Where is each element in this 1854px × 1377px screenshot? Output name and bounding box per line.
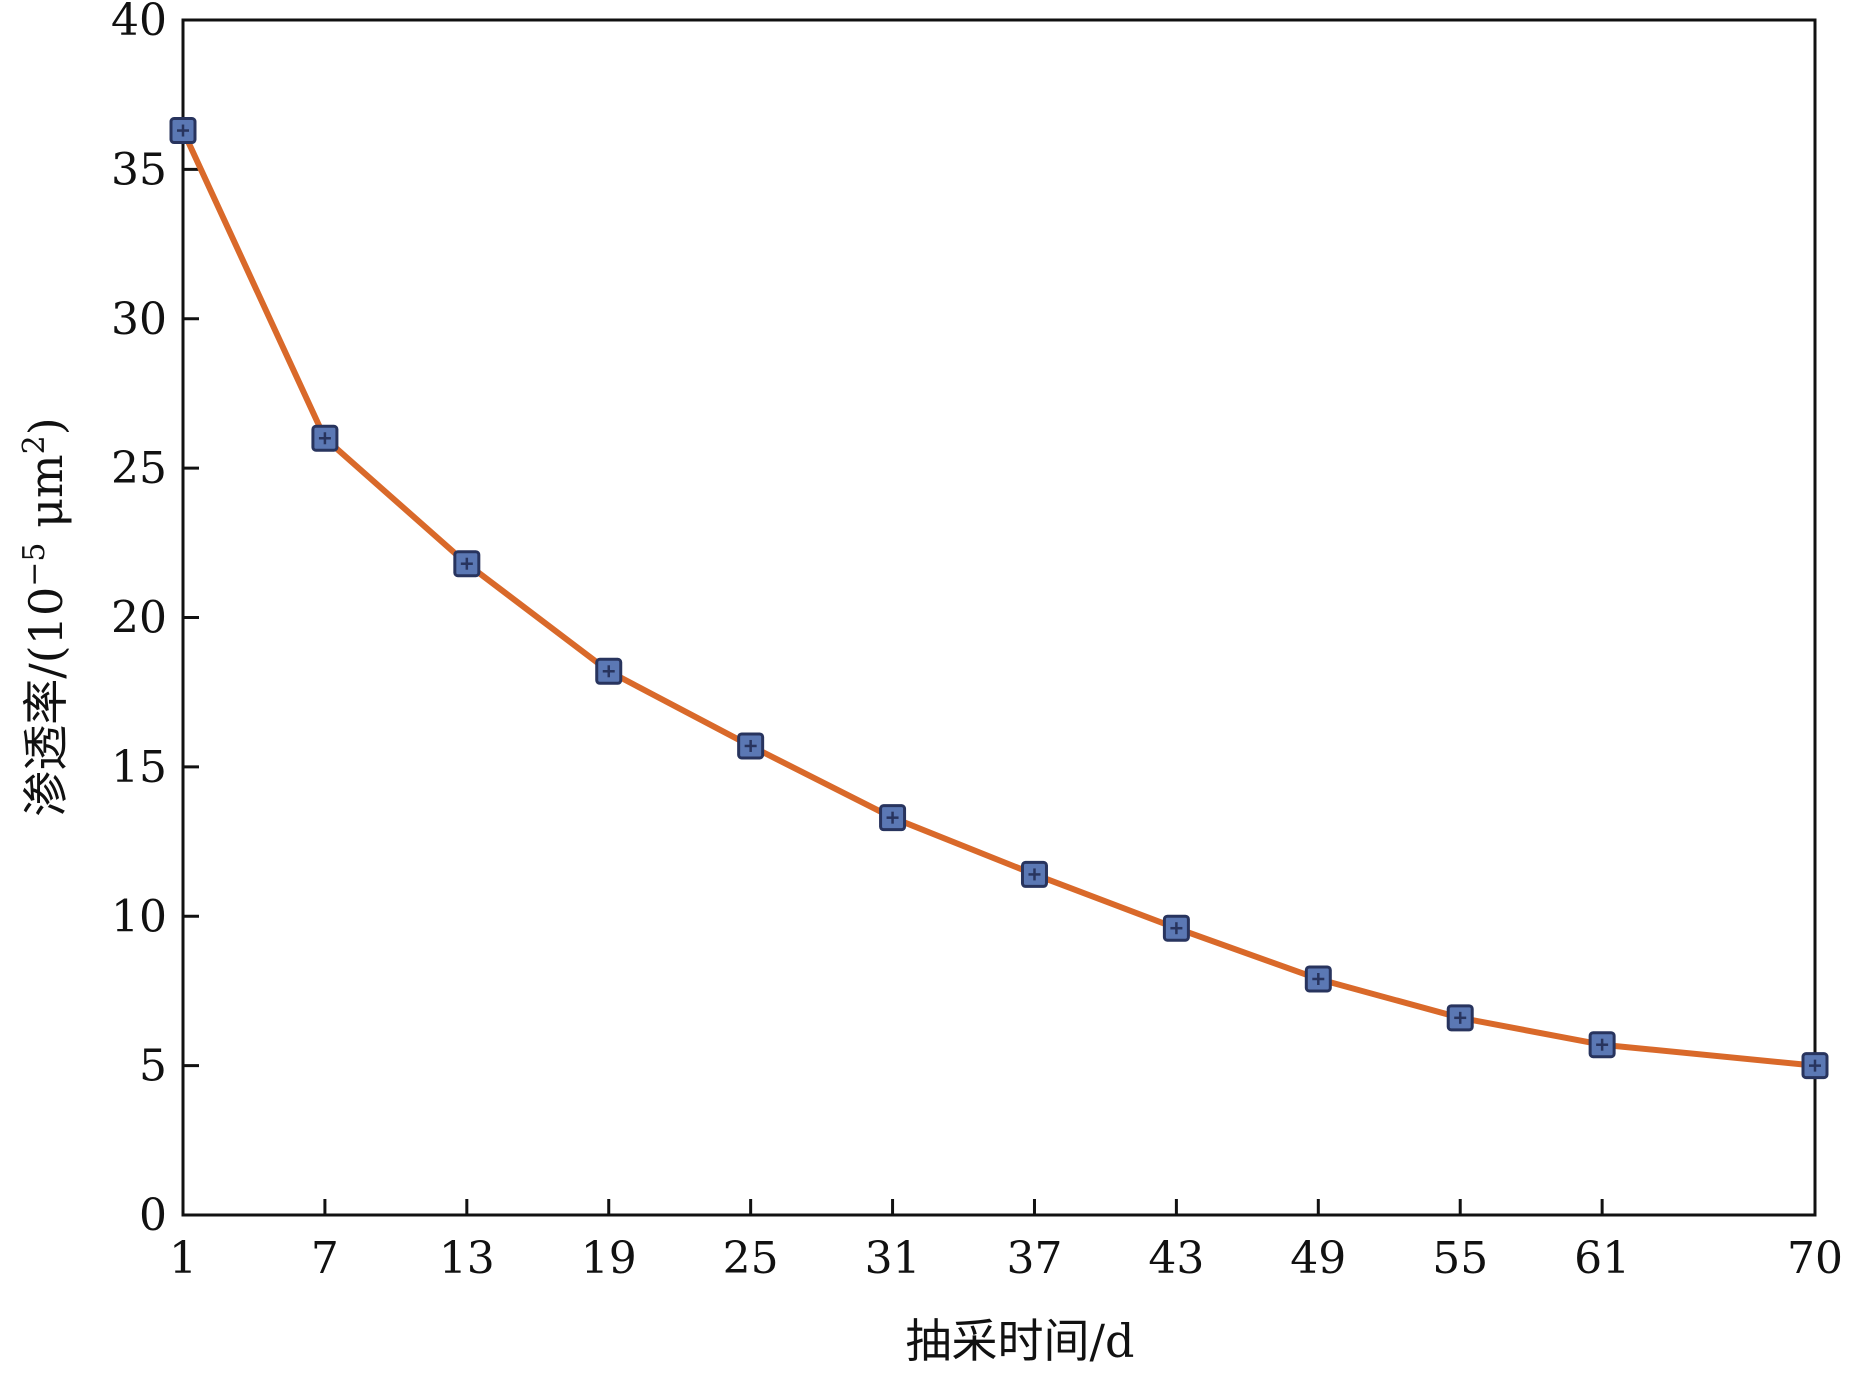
data-point-marker [879, 804, 907, 832]
y-tick-label: 35 [111, 144, 167, 195]
data-point-marker [1588, 1031, 1616, 1059]
y-axis-title-unit-exponent: 2 [17, 435, 52, 454]
data-point-marker [311, 424, 339, 452]
y-axis-title-unit: μm [19, 454, 73, 542]
series-line [180, 129, 1816, 1069]
x-axis-title: 抽采时间/d [906, 1314, 1135, 1368]
y-tick-label: 30 [111, 294, 167, 345]
x-tick-label: 25 [723, 1233, 779, 1284]
y-tick-label: 10 [111, 891, 167, 942]
x-tick-label: 13 [439, 1233, 495, 1284]
x-tick-label: 61 [1574, 1233, 1630, 1284]
data-point-marker [1020, 860, 1048, 888]
x-tick-label: 1 [169, 1233, 197, 1284]
data-point-marker [737, 732, 765, 760]
x-tick-label: 19 [581, 1233, 637, 1284]
x-tick-label: 49 [1290, 1233, 1346, 1284]
data-point-marker [1446, 1004, 1474, 1032]
y-axis: 0 5 10 15 20 25 30 35 40 [111, 0, 199, 1241]
x-tick-label: 7 [311, 1233, 339, 1284]
y-axis-title-close: ) [19, 417, 73, 435]
data-point-marker [1162, 914, 1190, 942]
data-point-marker [169, 117, 197, 145]
data-point-marker [595, 657, 623, 685]
y-tick-label: 5 [139, 1041, 167, 1092]
y-tick-label: 20 [111, 593, 167, 644]
data-point-marker [1304, 965, 1332, 993]
y-axis-title-main: 渗透率/(10 [19, 587, 73, 817]
y-axis-title: 渗透率/(10−5 μm2) [17, 417, 73, 816]
y-tick-label: 25 [111, 443, 167, 494]
x-tick-label: 43 [1148, 1233, 1204, 1284]
x-tick-label: 70 [1787, 1233, 1843, 1284]
x-tick-label: 55 [1432, 1233, 1488, 1284]
y-axis-title-exponent: −5 [17, 542, 52, 586]
x-axis: 1 7 13 19 25 31 37 43 49 55 61 70 [169, 1199, 1843, 1284]
y-tick-label: 40 [111, 0, 167, 46]
y-tick-label: 15 [111, 742, 167, 793]
x-tick-label: 31 [865, 1233, 921, 1284]
data-point-marker [453, 550, 481, 578]
x-tick-label: 37 [1006, 1233, 1062, 1284]
data-point-marker [1801, 1052, 1829, 1080]
series-group [169, 117, 1829, 1080]
y-tick-label: 0 [139, 1190, 167, 1241]
